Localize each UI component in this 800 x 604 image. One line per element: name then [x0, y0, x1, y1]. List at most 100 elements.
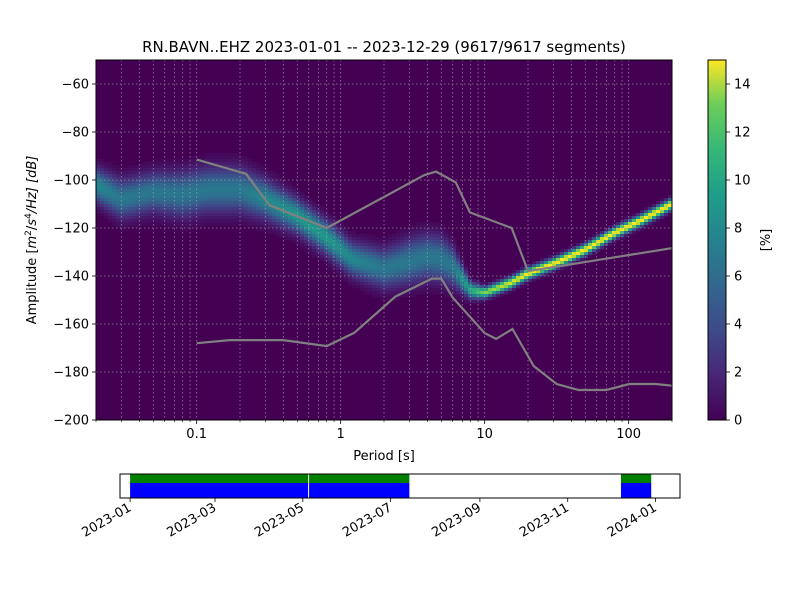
heatmap-cell [512, 276, 517, 280]
heatmap-cell [228, 198, 233, 202]
heatmap-cell [420, 288, 425, 292]
heatmap-cell [116, 183, 121, 187]
heatmap-cell [432, 273, 437, 277]
heatmap-cell [628, 228, 633, 232]
heatmap-cell [116, 177, 121, 181]
heatmap-cell [472, 282, 477, 286]
heatmap-cell [184, 213, 189, 217]
heatmap-cell [440, 234, 445, 238]
heatmap-cell [304, 216, 309, 220]
heatmap-cell [460, 294, 465, 298]
heatmap-cell [132, 201, 137, 205]
heatmap-cell [300, 195, 305, 199]
heatmap-cell [252, 177, 257, 181]
heatmap-cell [176, 186, 181, 190]
heatmap-cell [320, 258, 325, 262]
heatmap-cell [164, 189, 169, 193]
heatmap-cell [628, 222, 633, 226]
heatmap-cell [428, 255, 433, 259]
heatmap-cell [140, 189, 145, 193]
heatmap-cell [396, 234, 401, 238]
heatmap-cell [428, 237, 433, 241]
heatmap-cell [236, 186, 241, 190]
heatmap-cell [344, 237, 349, 241]
heatmap-cell [168, 171, 173, 175]
heatmap-cell [364, 243, 369, 247]
heatmap-cell [360, 273, 365, 277]
heatmap-cell [220, 216, 225, 220]
heatmap-cell [548, 270, 553, 274]
heatmap-cell [216, 156, 221, 160]
heatmap-cell [300, 243, 305, 247]
heatmap-cell [140, 168, 145, 172]
heatmap-cell [284, 198, 289, 202]
heatmap-cell [124, 201, 129, 205]
heatmap-cell [176, 168, 181, 172]
heatmap-cell [368, 237, 373, 241]
heatmap-cell [288, 216, 293, 220]
heatmap-cell [168, 195, 173, 199]
heatmap-cell [448, 267, 453, 271]
heatmap-cell [156, 204, 161, 208]
heatmap-cell [412, 276, 417, 280]
heatmap-cell [388, 297, 393, 301]
heatmap-cell [128, 165, 133, 169]
heatmap-cell [544, 264, 549, 268]
heatmap-cell [396, 261, 401, 265]
heatmap-cell [520, 276, 525, 280]
heatmap-cell [108, 195, 113, 199]
heatmap-cell [496, 279, 501, 283]
heatmap-cell [248, 192, 253, 196]
heatmap-cell [172, 210, 177, 214]
heatmap-cell [280, 210, 285, 214]
heatmap-cell [264, 183, 269, 187]
heatmap-cell [372, 270, 377, 274]
heatmap-cell [300, 222, 305, 226]
heatmap-cell [296, 234, 301, 238]
heatmap-cell [316, 234, 321, 238]
heatmap-cell [100, 165, 105, 169]
heatmap-cell [276, 201, 281, 205]
heatmap-cell [172, 180, 177, 184]
y-axis-ticks: −200−180−160−140−120−100−80−60 [53, 78, 96, 429]
heatmap-cell [356, 240, 361, 244]
heatmap-cell [340, 249, 345, 253]
heatmap-cell [116, 192, 121, 196]
heatmap-cell [200, 216, 205, 220]
heatmap-cell [364, 276, 369, 280]
heatmap-cell [180, 183, 185, 187]
heatmap-cell [148, 213, 153, 217]
heatmap-cell [308, 210, 313, 214]
heatmap-cell [300, 225, 305, 229]
heatmap-cell [300, 228, 305, 232]
heatmap-cell [412, 279, 417, 283]
heatmap-cell [360, 240, 365, 244]
heatmap-cell [260, 225, 265, 229]
heatmap-cell [204, 186, 209, 190]
heatmap-cell [432, 252, 437, 256]
heatmap-cell [112, 183, 117, 187]
heatmap-cell [448, 261, 453, 265]
grid [96, 60, 672, 420]
heatmap-cell [668, 207, 672, 211]
heatmap-cell [520, 273, 525, 277]
heatmap-cell [648, 222, 653, 226]
heatmap-cell [196, 165, 201, 169]
heatmap-cell [132, 198, 137, 202]
heatmap-cell [296, 228, 301, 232]
heatmap-cell [436, 228, 441, 232]
heatmap-cell [100, 207, 105, 211]
heatmap-cell [312, 213, 317, 217]
heatmap-cell [424, 270, 429, 274]
heatmap-cell [316, 237, 321, 241]
heatmap-cell [468, 303, 473, 307]
heatmap-cell [420, 267, 425, 271]
heatmap-cell [568, 261, 573, 265]
heatmap-cell [316, 216, 321, 220]
heatmap-cell [216, 222, 221, 226]
heatmap-cell [252, 168, 257, 172]
heatmap-cell [120, 216, 125, 220]
heatmap-cell [104, 216, 109, 220]
heatmap-cell [320, 213, 325, 217]
heatmap-cell [516, 279, 521, 283]
